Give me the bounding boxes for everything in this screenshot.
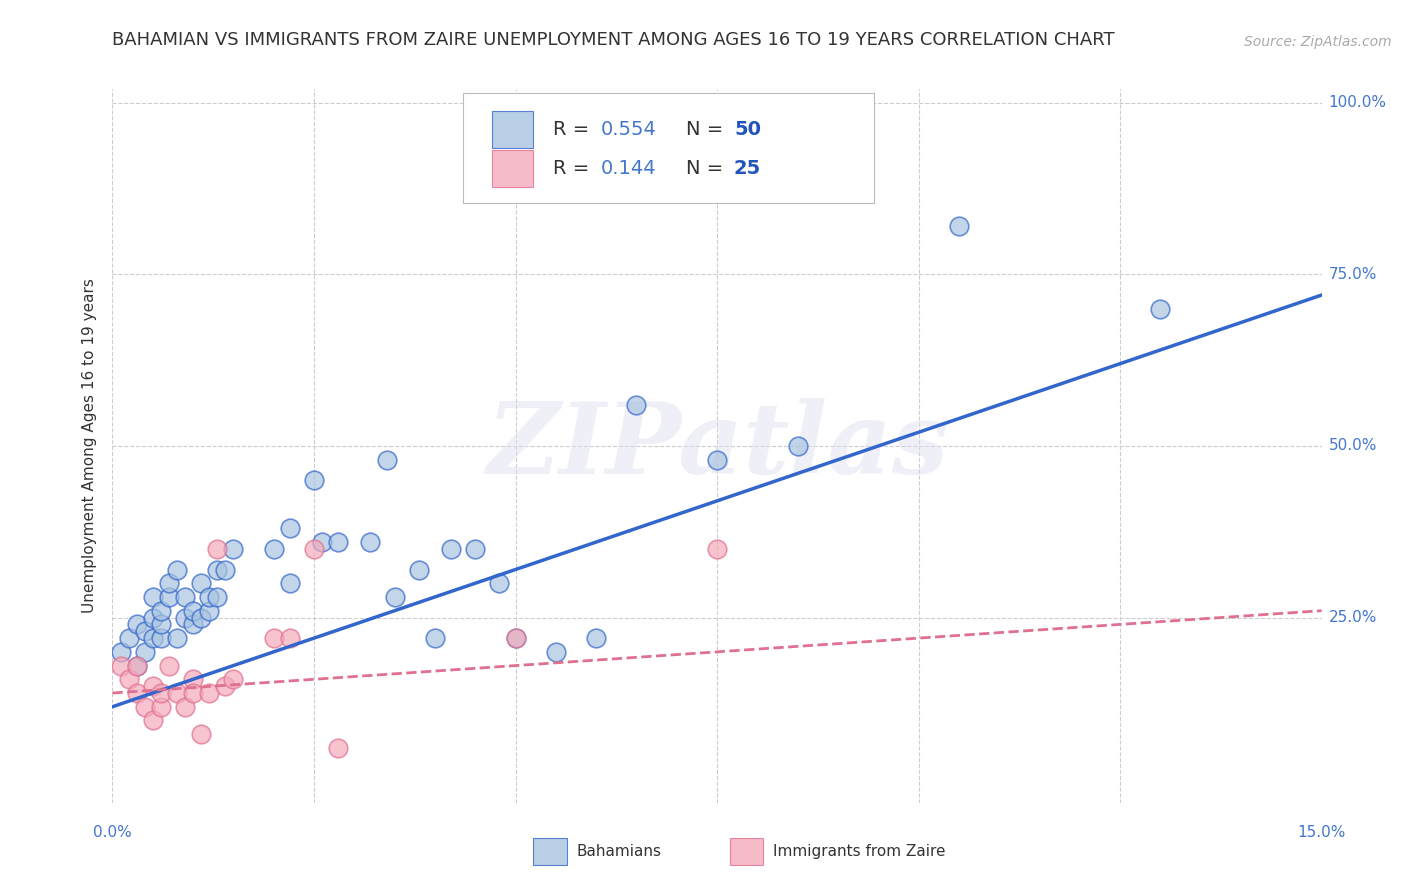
Point	[505, 631, 527, 645]
Point	[125, 658, 148, 673]
Point	[125, 617, 148, 632]
Point	[278, 631, 301, 645]
Point	[207, 562, 229, 576]
Text: 75.0%: 75.0%	[1329, 267, 1376, 282]
Point	[117, 673, 139, 687]
Point	[142, 714, 165, 728]
Text: 100.0%: 100.0%	[1329, 95, 1386, 111]
Point	[117, 631, 139, 645]
Text: 50: 50	[734, 120, 761, 138]
Point	[278, 521, 301, 535]
Point	[134, 624, 156, 639]
Point	[626, 398, 648, 412]
Point	[328, 535, 350, 549]
Point	[302, 473, 325, 487]
Point	[207, 541, 229, 556]
Text: N =: N =	[686, 159, 730, 178]
Point	[166, 686, 188, 700]
Point	[544, 645, 567, 659]
Point	[149, 604, 172, 618]
Point	[440, 541, 463, 556]
Point	[110, 658, 132, 673]
Text: 50.0%: 50.0%	[1329, 439, 1376, 453]
Point	[263, 541, 285, 556]
Text: 15.0%: 15.0%	[1298, 825, 1346, 840]
Point	[190, 610, 212, 624]
Point	[190, 576, 212, 591]
Point	[190, 727, 212, 741]
Point	[302, 541, 325, 556]
Point	[198, 686, 221, 700]
Point	[166, 631, 188, 645]
Point	[505, 631, 527, 645]
Point	[384, 590, 406, 604]
Point	[142, 610, 165, 624]
Point	[706, 541, 728, 556]
Point	[110, 645, 132, 659]
Point	[423, 631, 446, 645]
Point	[149, 699, 172, 714]
Point	[134, 699, 156, 714]
Point	[181, 604, 204, 618]
Text: R =: R =	[553, 120, 595, 138]
Point	[328, 740, 350, 755]
Point	[149, 631, 172, 645]
Point	[359, 535, 381, 549]
Point	[174, 610, 197, 624]
Point	[157, 658, 180, 673]
Point	[263, 631, 285, 645]
Text: 0.144: 0.144	[600, 159, 657, 178]
Point	[125, 686, 148, 700]
Point	[181, 686, 204, 700]
FancyBboxPatch shape	[492, 111, 533, 148]
Point	[214, 562, 236, 576]
Y-axis label: Unemployment Among Ages 16 to 19 years: Unemployment Among Ages 16 to 19 years	[82, 278, 97, 614]
Point	[142, 590, 165, 604]
Point	[222, 673, 245, 687]
Point	[198, 590, 221, 604]
Text: ZIPatlas: ZIPatlas	[486, 398, 948, 494]
Text: Immigrants from Zaire: Immigrants from Zaire	[773, 845, 946, 859]
Point	[166, 562, 188, 576]
Text: R =: R =	[553, 159, 595, 178]
Point	[134, 645, 156, 659]
FancyBboxPatch shape	[492, 150, 533, 187]
Text: 25.0%: 25.0%	[1329, 610, 1376, 625]
Text: 0.554: 0.554	[600, 120, 657, 138]
Point	[149, 686, 172, 700]
Point	[278, 576, 301, 591]
Point	[149, 617, 172, 632]
Point	[157, 590, 180, 604]
Point	[464, 541, 486, 556]
Text: Source: ZipAtlas.com: Source: ZipAtlas.com	[1244, 35, 1392, 49]
Point	[198, 604, 221, 618]
FancyBboxPatch shape	[463, 93, 875, 203]
Point	[174, 699, 197, 714]
Point	[174, 590, 197, 604]
Point	[408, 562, 430, 576]
Point	[142, 631, 165, 645]
Point	[181, 617, 204, 632]
Point	[214, 679, 236, 693]
Point	[706, 452, 728, 467]
Point	[311, 535, 333, 549]
Text: N =: N =	[686, 120, 730, 138]
Point	[585, 631, 607, 645]
Text: 0.0%: 0.0%	[93, 825, 132, 840]
Point	[181, 673, 204, 687]
Point	[222, 541, 245, 556]
Point	[375, 452, 398, 467]
Text: 25: 25	[734, 159, 761, 178]
Text: BAHAMIAN VS IMMIGRANTS FROM ZAIRE UNEMPLOYMENT AMONG AGES 16 TO 19 YEARS CORRELA: BAHAMIAN VS IMMIGRANTS FROM ZAIRE UNEMPL…	[112, 31, 1115, 49]
Point	[786, 439, 808, 453]
Point	[1149, 301, 1171, 316]
Text: Bahamians: Bahamians	[576, 845, 661, 859]
Point	[207, 590, 229, 604]
Point	[157, 576, 180, 591]
Point	[948, 219, 970, 234]
Point	[488, 576, 510, 591]
Point	[142, 679, 165, 693]
Point	[125, 658, 148, 673]
